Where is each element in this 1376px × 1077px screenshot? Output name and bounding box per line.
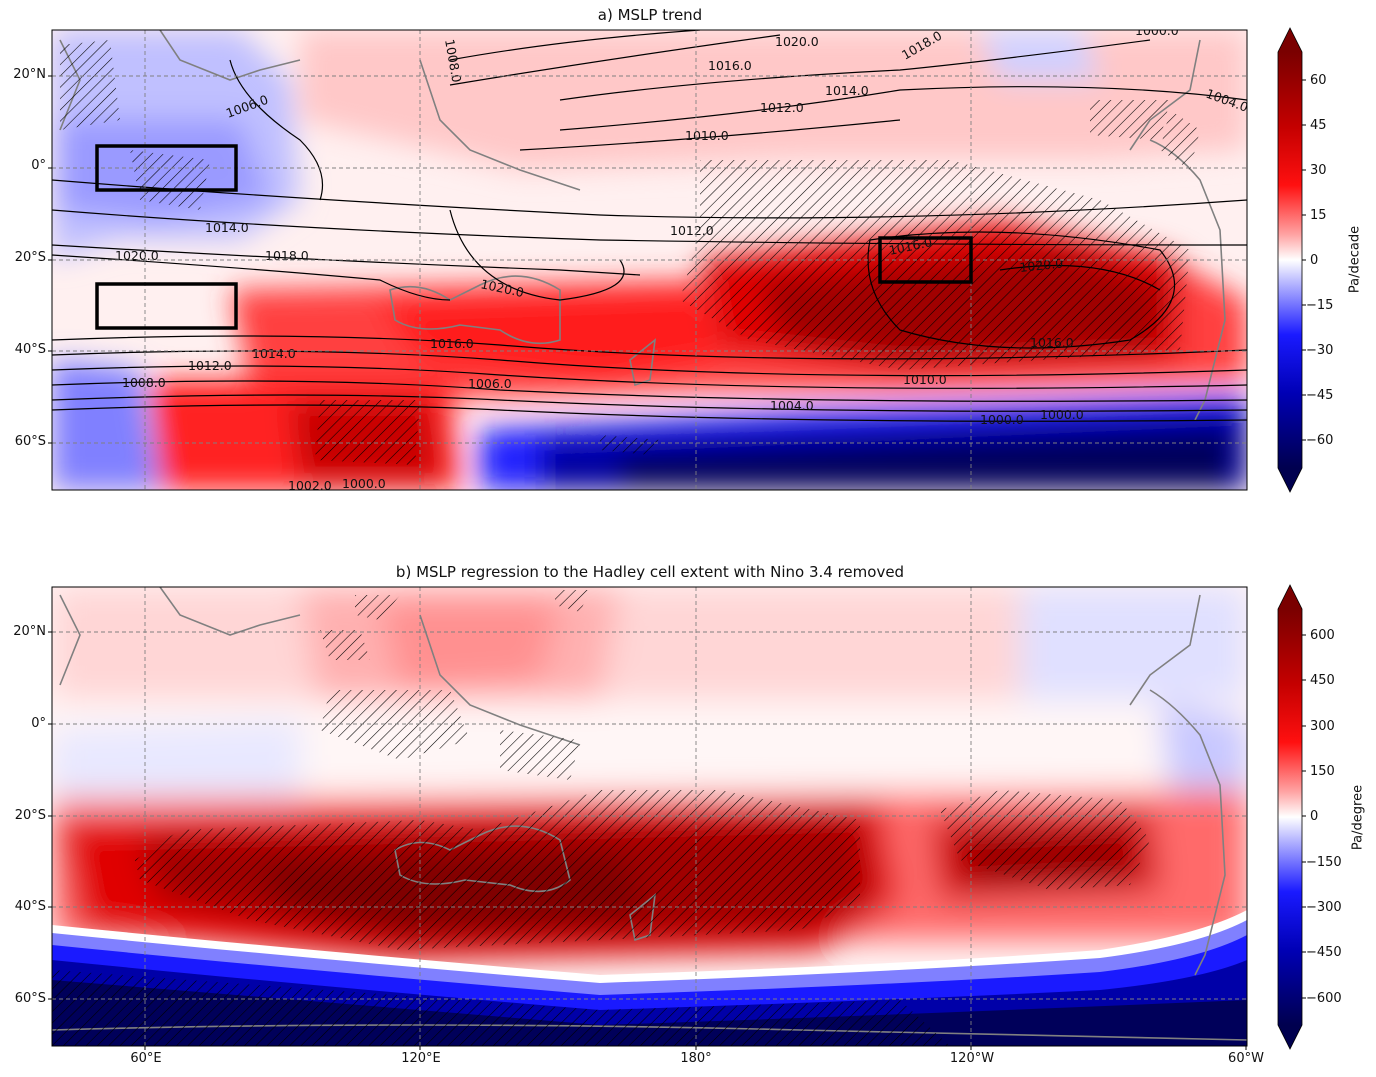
- colorbar-b-tick: −600: [1306, 991, 1342, 1006]
- colorbar-b-tick: −450: [1306, 945, 1342, 960]
- colorbar-a-tick: 15: [1310, 208, 1327, 223]
- contour-label: 1008.0: [442, 38, 464, 84]
- panel-b-lon-label: 180°: [680, 1051, 712, 1066]
- panel-b-lat-label: 20°N: [13, 624, 46, 639]
- colorbar-b-tick: 300: [1310, 719, 1335, 734]
- contour-label: 1014.0: [825, 83, 869, 98]
- contour-label: 1014.0: [252, 346, 296, 361]
- panel-b-lon-label: 120°E: [401, 1051, 441, 1066]
- colorbar-b: [1277, 584, 1306, 1050]
- contour-label: 1010.0: [903, 372, 947, 387]
- panel-b-lon-label: 120°W: [949, 1051, 995, 1066]
- contour-label: 1020.0: [775, 34, 819, 49]
- contour-label: 1004.0: [770, 398, 814, 413]
- contour-label: 1016.0: [708, 58, 752, 73]
- colorbar-b-tick: −150: [1306, 855, 1342, 870]
- panel-b-title: b) MSLP regression to the Hadley cell ex…: [395, 563, 905, 581]
- contour-label: 1000.0: [342, 476, 386, 491]
- panel-b-lat-label: 0°: [31, 716, 46, 731]
- colorbar-a-tick: −15: [1306, 298, 1334, 313]
- contour-label: 1020.0: [115, 248, 159, 263]
- colorbar-a-tick: 60: [1310, 73, 1327, 88]
- panel-a-contours: [52, 30, 1247, 422]
- panel-a-region-boxes: [95, 144, 973, 330]
- colorbar-a-tick: 45: [1310, 118, 1327, 133]
- colorbar-b-tick: 600: [1310, 628, 1335, 643]
- contour-label: 1002.0: [288, 478, 332, 493]
- panel-b-lat-label: 60°S: [14, 991, 46, 1006]
- colorbar-b-tick: 150: [1310, 764, 1335, 779]
- colorbar-a: [1277, 27, 1306, 493]
- contour-label: 1020.0: [1019, 255, 1064, 274]
- panel-a-significance-hatching: [60, 40, 1200, 465]
- panel-b-significance-hatching: [52, 590, 1150, 1046]
- contour-label: 1006.0: [468, 376, 512, 391]
- panel-a-lat-label: 60°S: [14, 434, 46, 449]
- colorbar-a-tick: −60: [1306, 433, 1334, 448]
- contour-label: 1018.0: [265, 248, 309, 263]
- contour-label: 1012.0: [188, 358, 232, 373]
- panel-a-lat-label: 40°S: [14, 342, 46, 357]
- contour-label: 1012.0: [760, 100, 804, 115]
- contour-label: 1016.0: [1030, 335, 1074, 350]
- colorbar-a-tick: −30: [1306, 343, 1334, 358]
- colorbar-b-tick: 0: [1310, 809, 1319, 824]
- panel-b-ticks: [48, 631, 1247, 1050]
- panel-a-title: a) MSLP trend: [597, 6, 703, 24]
- panel-b-lon-label: 60°E: [130, 1051, 162, 1066]
- panel-b-lat-label: 20°S: [14, 808, 46, 823]
- panel-b-map: [48, 586, 1248, 1050]
- contour-label: 1000.0: [1135, 23, 1179, 38]
- panel-b-gridlines: [52, 587, 1247, 1046]
- contour-label: 1010.0: [685, 128, 729, 143]
- panel-b-lon-label: 60°W: [1228, 1051, 1264, 1066]
- contour-label: 1014.0: [205, 220, 249, 235]
- colorbar-a-tick: 0: [1310, 253, 1319, 268]
- panel-b-lat-label: 40°S: [14, 899, 46, 914]
- contour-label: 1000.0: [1040, 407, 1084, 422]
- colorbar-b-tick: 450: [1310, 673, 1335, 688]
- panel-a-lat-label: 20°N: [13, 67, 46, 82]
- contour-label: 1000.0: [980, 412, 1024, 427]
- panel-a-map: 1020.0 1018.0 1016.0 1014.0 1012.0 1010.…: [48, 23, 1248, 493]
- panel-a-contour-labels: 1020.0 1018.0 1016.0 1014.0 1012.0 1010.…: [115, 23, 1247, 493]
- contour-label: 1012.0: [670, 223, 714, 238]
- panel-a-ticks: [48, 75, 52, 444]
- contour-label: 1016.0: [430, 336, 474, 351]
- colorbar-a-tick: −45: [1306, 388, 1334, 403]
- colorbar-b-tick: −300: [1306, 900, 1342, 915]
- panel-a-gridlines: [52, 30, 1247, 490]
- colorbar-a-tick: 30: [1310, 163, 1327, 178]
- panel-a-lat-label: 0°: [31, 158, 46, 173]
- panel-a-lat-label: 20°S: [14, 250, 46, 265]
- contour-label: 1008.0: [122, 375, 166, 390]
